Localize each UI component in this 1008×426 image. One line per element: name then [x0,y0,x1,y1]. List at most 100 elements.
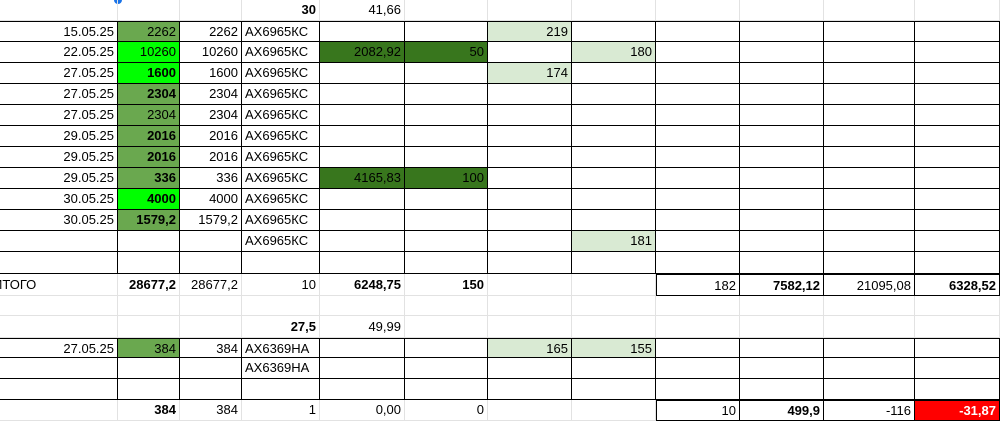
empty-cell [656,147,740,168]
cell-text: 30.05.25 [0,210,118,231]
cell-text: АХ6965КС [242,231,320,252]
cell-text: 384 [118,400,180,421]
empty-cell [405,379,488,400]
empty-cell [824,126,915,147]
empty-cell [915,296,1000,316]
cell-text: 2304 [180,84,242,105]
empty-cell [572,63,656,84]
empty-cell [572,296,656,316]
cell-text: 2016 [118,126,180,147]
cell-text: 180 [572,42,656,63]
empty-cell [405,231,488,252]
cell-text: 2304 [118,105,180,126]
empty-cell [572,168,656,189]
empty-cell [572,358,656,379]
empty-cell [656,231,740,252]
cell-text: АХ6965КС [242,84,320,105]
cell-text: 336 [180,168,242,189]
empty-cell [180,252,242,274]
empty-cell [180,296,242,316]
empty-cell [0,316,118,338]
empty-cell [0,231,118,252]
cell-text: АХ6369НА [242,338,320,358]
cell-text: ИТОГО [0,274,118,296]
empty-cell [824,296,915,316]
cell-text: 1579,2 [118,210,180,231]
empty-cell [0,252,118,274]
cell-text: 28677,2 [118,274,180,296]
cell-text: АХ6965КС [242,42,320,63]
empty-cell [740,21,824,42]
cell-text: 50 [405,42,488,63]
empty-cell [915,168,1000,189]
empty-cell [405,358,488,379]
empty-cell [488,210,572,231]
empty-cell [572,126,656,147]
empty-cell [915,189,1000,210]
cell-text: 1579,2 [180,210,242,231]
empty-cell [118,0,180,21]
cell-text: 49,99 [320,316,405,338]
empty-cell [0,296,118,316]
empty-cell [405,296,488,316]
empty-cell [488,42,572,63]
empty-cell [740,316,824,338]
empty-cell [824,231,915,252]
empty-cell [824,105,915,126]
empty-cell [320,84,405,105]
cell-text: -116 [824,400,915,421]
empty-cell [242,379,320,400]
empty-cell [740,296,824,316]
cell-text: 21095,08 [824,274,915,296]
empty-cell [405,21,488,42]
empty-cell [824,63,915,84]
empty-cell [572,147,656,168]
selection-handle [114,0,122,4]
empty-cell [488,189,572,210]
cell-text: 100 [405,168,488,189]
cell-text: АХ6965КС [242,147,320,168]
empty-cell [405,189,488,210]
empty-cell [740,63,824,84]
empty-cell [824,42,915,63]
empty-cell [488,296,572,316]
empty-cell [180,0,242,21]
cell-text: 6248,75 [320,274,405,296]
empty-cell [572,189,656,210]
cell-text: 336 [118,168,180,189]
empty-cell [488,231,572,252]
empty-cell [488,316,572,338]
empty-cell [320,126,405,147]
empty-cell [405,147,488,168]
empty-cell [320,358,405,379]
cell-text: 2304 [180,105,242,126]
empty-cell [180,379,242,400]
empty-cell [656,252,740,274]
empty-cell [656,379,740,400]
empty-cell [572,84,656,105]
empty-cell [572,316,656,338]
empty-cell [915,84,1000,105]
empty-cell [320,210,405,231]
cell-text: АХ6965КС [242,210,320,231]
empty-cell [656,42,740,63]
empty-cell [572,210,656,231]
empty-cell [572,252,656,274]
empty-cell [824,210,915,231]
cell-text: 2304 [118,84,180,105]
empty-cell [915,147,1000,168]
empty-cell [915,338,1000,358]
empty-cell [740,0,824,21]
empty-cell [915,379,1000,400]
empty-cell [118,316,180,338]
empty-cell [572,0,656,21]
empty-cell [740,147,824,168]
empty-cell [915,0,1000,21]
empty-cell [824,147,915,168]
empty-cell [915,358,1000,379]
empty-cell [656,0,740,21]
empty-cell [740,252,824,274]
empty-cell [572,105,656,126]
empty-cell [488,105,572,126]
empty-cell [488,358,572,379]
